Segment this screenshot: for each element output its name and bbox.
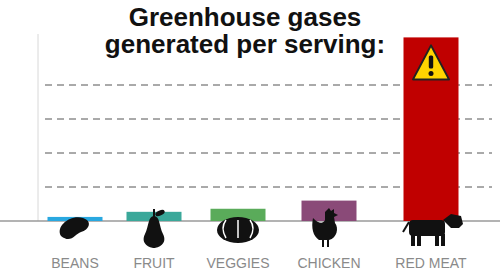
cow-head xyxy=(443,214,463,228)
warning-icon xyxy=(413,45,449,79)
cabbage-icon xyxy=(217,217,259,243)
bean-icon xyxy=(60,217,89,239)
category-label: FRUIT xyxy=(133,255,175,271)
chicken-leg xyxy=(322,239,324,247)
pear-icon xyxy=(144,216,165,248)
category-label: VEGGIES xyxy=(206,255,269,271)
cow-leg xyxy=(441,234,445,246)
pear-leaf xyxy=(154,209,165,218)
cow-leg xyxy=(417,234,421,246)
category-label: BEANS xyxy=(51,255,98,271)
icons xyxy=(60,208,463,248)
cow-leg xyxy=(411,234,415,246)
cabbage-vein xyxy=(223,220,226,238)
warning-mark xyxy=(429,55,433,68)
cow-tail xyxy=(403,222,409,232)
warning-dot xyxy=(429,71,434,76)
cabbage-vein xyxy=(250,220,253,238)
chicken-leg xyxy=(327,239,329,247)
cabbage-vein xyxy=(237,220,239,238)
chicken-icon xyxy=(312,208,338,240)
cow-icon xyxy=(409,220,445,236)
y-axis-line xyxy=(38,34,39,221)
pear-stem xyxy=(153,209,155,217)
cow-leg xyxy=(435,234,439,246)
warning-triangle xyxy=(413,45,449,79)
title: Greenhouse gases generated per serving: xyxy=(95,4,395,58)
bar xyxy=(404,37,459,221)
category-label: CHICKEN xyxy=(297,255,360,271)
category-label: RED MEAT xyxy=(395,255,467,271)
bars xyxy=(48,37,459,221)
